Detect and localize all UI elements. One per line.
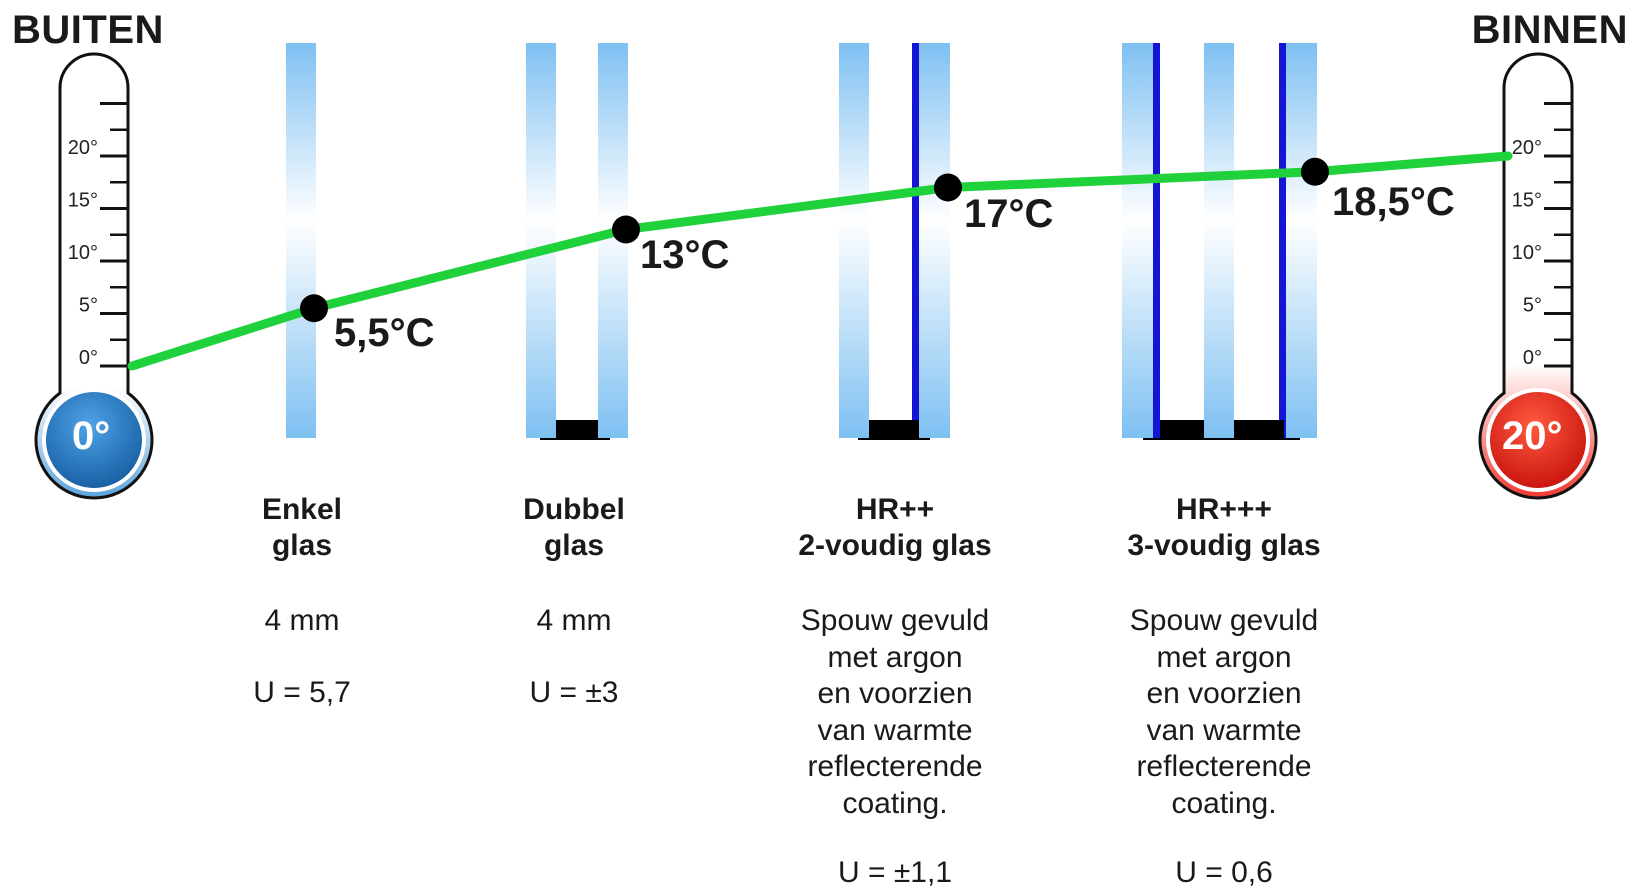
spacer: [869, 420, 919, 438]
scale-label: 15°: [68, 190, 98, 212]
pane-desc-double: 4 mm: [536, 604, 612, 637]
temperature-line: [127, 151, 1513, 371]
scale-label: 0°: [1523, 347, 1542, 369]
spacer: [1234, 420, 1284, 438]
outside-title: BUITEN: [12, 8, 164, 52]
temperature-point: [612, 215, 640, 244]
pane-desc-hrppp: Spouw gevuld met argon en voorzien van warm…: [1129, 604, 1319, 820]
coating-layer: [912, 43, 919, 438]
temperature-point: [1301, 157, 1329, 186]
u-value-hrppp: U = 0,6: [1175, 856, 1273, 889]
coating-layer: [1279, 43, 1286, 438]
thermometer-left-value: 0°: [72, 414, 111, 458]
scale-label: 10°: [1512, 242, 1542, 264]
thermometer-left-bulb: [42, 388, 146, 492]
coating-layer: [1153, 43, 1160, 438]
pane-title-double: Dubbel glas: [523, 493, 625, 562]
pane-desc-single: 4 mm: [264, 604, 340, 637]
spacer: [556, 420, 598, 438]
scale-label: 15°: [1512, 190, 1542, 212]
pane-hr-plus-plus: [839, 43, 950, 440]
u-value-single: U = 5,7: [253, 676, 351, 709]
thermometer-left: 20° 15° 10° 5° 0°: [34, 52, 154, 500]
thermometer-right-bulb: [1486, 388, 1590, 492]
pane-title-hrppp: HR+++ 3-voudig glas: [1127, 493, 1321, 562]
scale-label: 5°: [1523, 295, 1542, 317]
pane-desc-hrpp: Spouw gevuld met argon en voorzien van warm…: [800, 604, 990, 820]
thermometer-right-ticks: 20° 15° 10° 5° 0°: [1512, 102, 1572, 369]
scale-label: 5°: [79, 295, 98, 317]
pane-double-glass: [526, 43, 628, 440]
temperature-points: [300, 157, 1329, 323]
temp-label-single: 5,5°C: [334, 311, 435, 355]
scale-label: 10°: [68, 242, 98, 264]
scale-label: 0°: [79, 347, 98, 369]
u-value-double: U = ±3: [529, 676, 619, 709]
temp-label-hrpp: 17°C: [964, 192, 1054, 236]
scale-label: 20°: [1512, 137, 1542, 159]
temp-label-double: 13°C: [640, 233, 730, 277]
temperature-point: [934, 173, 962, 202]
u-value-hrpp: U = ±1,1: [837, 856, 953, 889]
pane-title-single: Enkel glas: [261, 493, 343, 562]
spacer: [1160, 420, 1204, 438]
pane-single-glass: [286, 43, 316, 438]
pane-hr-plus-plus-plus: [1122, 43, 1317, 440]
pane-title-hrpp: HR++ 2-voudig glas: [798, 493, 992, 562]
thermometer-right: 20° 15° 10° 5° 0°: [1478, 52, 1598, 500]
thermometer-right-value: 20°: [1502, 414, 1563, 458]
temp-label-hrppp: 18,5°C: [1332, 180, 1455, 224]
inside-title: BINNEN: [1471, 8, 1628, 52]
thermometer-left-ticks: 20° 15° 10° 5° 0°: [68, 102, 128, 369]
scale-label: 20°: [68, 137, 98, 159]
temperature-point: [300, 294, 328, 323]
